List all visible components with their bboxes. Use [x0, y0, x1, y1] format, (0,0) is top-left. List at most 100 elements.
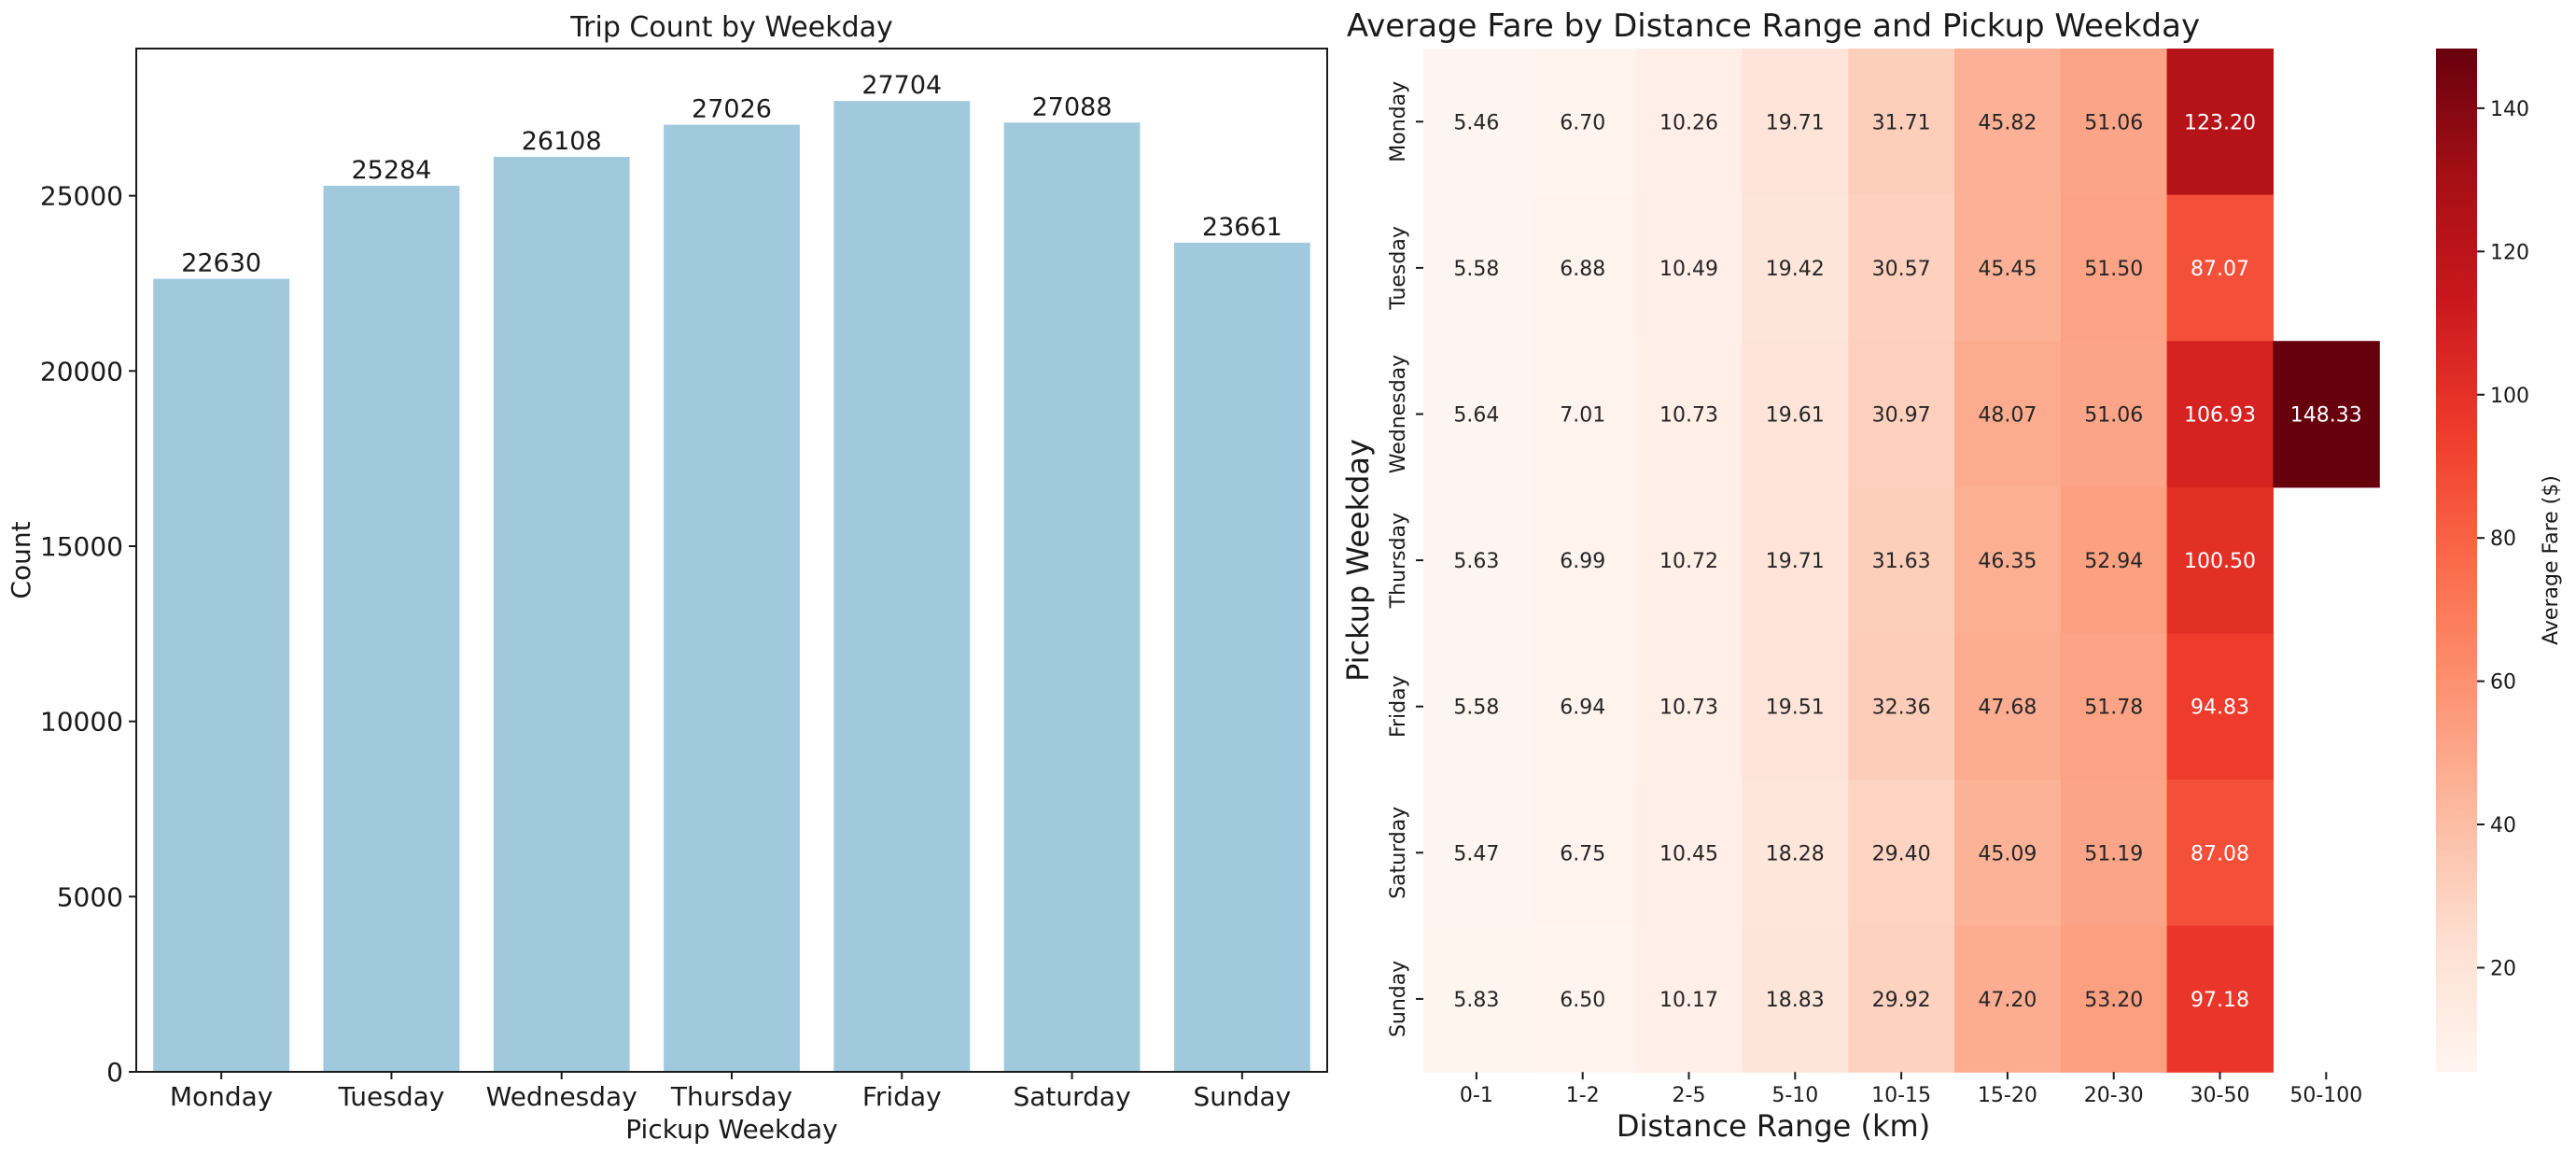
heatmap-cell [1529, 194, 1637, 342]
y-tick-label: Wednesday [1387, 355, 1410, 473]
x-tick-label: Monday [170, 1081, 273, 1112]
colorbar-label: Average Fare ($) [2540, 475, 2563, 645]
heatmap-cell-label: 19.61 [1766, 404, 1825, 428]
heatmap-cell-label: 5.47 [1453, 842, 1499, 866]
heatmap-cell-label: 18.83 [1766, 989, 1825, 1012]
bar [493, 157, 630, 1072]
heatmap-cell [1635, 194, 1743, 342]
heatmap-cell [1954, 925, 2062, 1073]
heatmap-title: Average Fare by Distance Range and Picku… [1347, 7, 2200, 45]
heatmap-cell [1423, 780, 1531, 927]
y-tick-label: 10000 [40, 707, 123, 738]
heatmap-cell [1742, 633, 1849, 781]
colorbar-tick-label: 140 [2490, 98, 2529, 121]
heatmap-cell [1423, 925, 1531, 1073]
y-tick-label: Tuesday [1387, 226, 1410, 311]
heatmap-cell-label: 51.78 [2084, 697, 2143, 720]
heatmap-cell-label: 5.46 [1453, 111, 1499, 134]
y-tick-label: Friday [1387, 675, 1410, 738]
bar-y-axis-ticks: 0 5000 10000 15000 20000 25000 [40, 181, 136, 1088]
heatmap-cell [2060, 925, 2168, 1073]
bar-value-label: 27088 [1032, 92, 1113, 121]
heatmap-cell [1423, 194, 1531, 342]
heatmap-cell [1848, 633, 1955, 781]
y-tick-label: 15000 [40, 531, 123, 562]
heatmap-cell-label: 5.63 [1453, 550, 1499, 573]
heatmap-cell [1848, 925, 1955, 1073]
heatmap-cell [1954, 194, 2062, 342]
colorbar-tick-label: 20 [2490, 957, 2516, 980]
heatmap-cell [1529, 486, 1637, 634]
heatmap-cell-label: 6.70 [1560, 111, 1605, 134]
heatmap-x-axis-ticks: 0-1 1-2 2-5 5-10 10-15 15-20 20-30 30-50 50-100 [1460, 1072, 2362, 1107]
bar-x-axis-label: Pickup Weekday [625, 1114, 837, 1145]
heatmap-cell [2060, 49, 2168, 196]
heatmap-cell-label: 87.08 [2191, 842, 2249, 866]
heatmap-cell [1529, 49, 1637, 196]
heatmap-cell-label: 5.64 [1453, 404, 1499, 428]
heatmap-cell-label: 19.42 [1766, 258, 1825, 281]
bar-y-axis-label: Count [6, 521, 36, 598]
heatmap-x-axis-label: Distance Range (km) [1617, 1108, 1930, 1144]
x-tick-label: Sunday [1193, 1081, 1291, 1112]
bar-series [153, 101, 1310, 1073]
colorbar-tick-label: 100 [2490, 385, 2529, 408]
heatmap-cell-label: 31.63 [1872, 550, 1931, 573]
heatmap-cell-label: 87.07 [2191, 258, 2249, 281]
x-tick-label: Thursday [670, 1081, 792, 1112]
heatmap-cell-label: 46.35 [1978, 550, 2037, 573]
heatmap-cell [1954, 49, 2062, 196]
y-tick-label: Monday [1387, 81, 1410, 162]
heatmap-cell [1848, 49, 1955, 196]
heatmap-cell [2166, 49, 2274, 196]
heatmap-cell [1848, 194, 1955, 342]
bar-data-labels: 22630 25284 26108 27026 27704 27088 23661 [181, 71, 1282, 277]
heatmap-cell-label: 19.51 [1766, 697, 1825, 720]
heatmap-cell [1742, 341, 1849, 488]
heatmap-cell [2273, 341, 2380, 488]
heatmap-cell-label: 7.01 [1560, 404, 1605, 428]
heatmap-cell-label: 45.09 [1978, 842, 2037, 866]
heatmap-cell-labels: 5.46 6.70 10.26 19.71 31.71 45.82 51.06 123.20 5… [1453, 111, 2361, 1012]
heatmap-cell [2060, 486, 2168, 634]
heatmap-cell-label: 6.75 [1560, 842, 1605, 866]
heatmap-cell-label: 10.73 [1659, 697, 1718, 720]
heatmap-cell-label: 31.71 [1872, 111, 1931, 134]
heatmap-cell-label: 48.07 [1978, 404, 2037, 428]
y-tick-label: Thursday [1387, 513, 1410, 609]
bar-chart: Trip Count by Weekday 22630 25284 26108 270… [6, 11, 1328, 1145]
y-tick-label: 25000 [40, 181, 123, 212]
heatmap-cell-label: 51.06 [2084, 111, 2143, 134]
heatmap-cell [1635, 633, 1743, 781]
heatmap-cell [2166, 341, 2274, 488]
heatmap-cell [2060, 341, 2168, 488]
x-tick-label: 50-100 [2289, 1084, 2362, 1107]
heatmap-cell-label: 97.18 [2191, 989, 2249, 1012]
heatmap-cell-label: 19.71 [1766, 111, 1825, 134]
heatmap-cell-label: 5.83 [1453, 989, 1499, 1012]
bar [1173, 242, 1310, 1072]
heatmap-cell-label: 123.20 [2184, 111, 2256, 134]
y-tick-label: 5000 [57, 881, 123, 912]
heatmap-cell-label: 5.58 [1453, 697, 1499, 720]
bar [1003, 122, 1141, 1072]
heatmap-cell [1848, 486, 1955, 634]
heatmap-cell-label: 30.97 [1872, 404, 1931, 428]
x-tick-label: Friday [862, 1081, 942, 1112]
heatmap-cell [1954, 341, 2062, 488]
heatmap-cell [1848, 780, 1955, 927]
heatmap-chart: Average Fare by Distance Range and Picku… [1340, 7, 2380, 1144]
y-tick-label: 20000 [40, 356, 123, 387]
heatmap-cell-label: 10.73 [1659, 404, 1718, 428]
bar-x-axis-ticks: Monday Tuesday Wednesday Thursday Friday Satu… [170, 1072, 1291, 1112]
heatmap-cell [2166, 486, 2274, 634]
y-tick-label: 0 [106, 1057, 123, 1088]
colorbar-ticks: 20 40 60 80 100 120 140 [2477, 98, 2529, 980]
heatmap-cell-label: 10.26 [1659, 111, 1718, 134]
heatmap-cell-label: 51.19 [2084, 842, 2143, 866]
bar-value-label: 25284 [351, 156, 431, 185]
heatmap-cell-label: 53.20 [2084, 989, 2143, 1012]
x-tick-label: 5-10 [1771, 1084, 1818, 1107]
heatmap-cell [2166, 633, 2274, 781]
heatmap-cell [1742, 925, 1849, 1073]
